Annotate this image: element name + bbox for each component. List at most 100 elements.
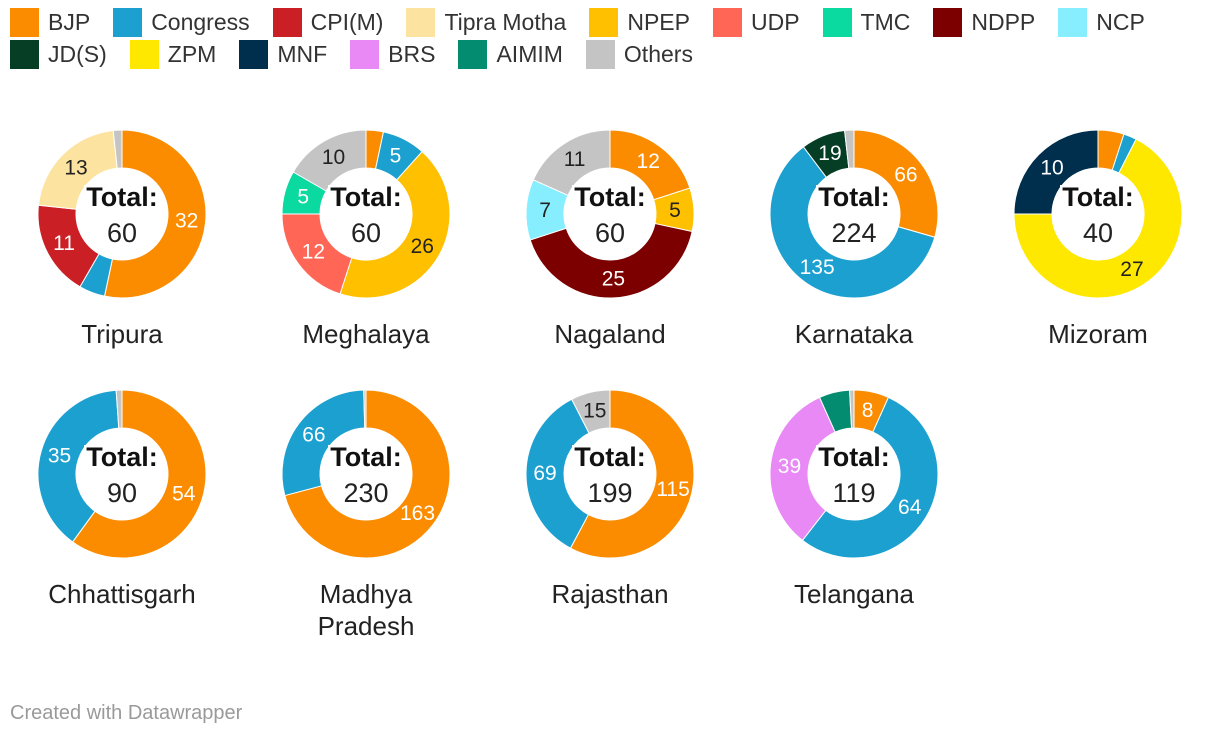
- slice-value-label: 66: [894, 163, 917, 186]
- donut-slice: [284, 389, 451, 559]
- legend-label: Congress: [151, 8, 250, 35]
- state-title: Telangana: [794, 579, 914, 609]
- donut-slice: [532, 129, 611, 196]
- donut-slice: [849, 389, 855, 429]
- total-value: 60: [351, 218, 381, 248]
- legend-label: NDPP: [971, 8, 1036, 35]
- donut-chart: 115 69 15 Total: 199: [525, 389, 695, 559]
- legend-item: UDP: [712, 7, 800, 37]
- legend-label: AIMIM: [496, 40, 563, 67]
- legend-label: NPEP: [627, 8, 690, 35]
- slice-value-label: 13: [64, 157, 87, 180]
- donut-slice: [525, 398, 590, 549]
- legend-swatch: [350, 39, 380, 69]
- legend-item: NPEP: [589, 7, 690, 37]
- total-value: 60: [107, 218, 137, 248]
- slice-value-label: 69: [533, 462, 556, 485]
- state-title: Mizoram: [1048, 319, 1148, 349]
- total-value: 60: [595, 218, 625, 248]
- donut-chart: 5 26 12 5 10 Total: 60: [281, 129, 451, 299]
- state-title: Chhattisgarh: [48, 579, 196, 609]
- legend-swatch: [933, 7, 963, 37]
- credit-text[interactable]: Created with Datawrapper: [10, 702, 243, 724]
- slice-value-label: 5: [669, 199, 681, 222]
- slice-value-label: 19: [818, 142, 841, 165]
- legend-label: TMC: [860, 8, 911, 35]
- slice-value-label: 64: [898, 496, 922, 519]
- legend: BJP Congress CPI(M) Tipra Motha NPEP UDP TMC ND…: [10, 7, 1210, 69]
- slice-value-label: 163: [400, 502, 435, 525]
- slice-value-label: 35: [48, 445, 71, 468]
- legend-item: NCP: [1058, 7, 1145, 37]
- donut-slice: [801, 396, 939, 559]
- total-label: Total:: [818, 442, 889, 472]
- total-label: Total:: [86, 442, 157, 472]
- donut-chart: 12 5 25 7 11 Total: 60: [525, 129, 695, 299]
- slice-value-label: 5: [390, 145, 402, 168]
- donut-slice: [103, 129, 207, 299]
- donut-slice: [363, 389, 367, 429]
- donut-slice: [115, 389, 123, 429]
- donut-slice: [844, 129, 855, 169]
- legend-item: MNF: [239, 39, 328, 69]
- donut-slice: [292, 129, 367, 192]
- state-title: Madhya Pradesh: [317, 579, 415, 641]
- donut-chart: 66 135 19 Total: 224: [769, 129, 939, 299]
- legend-label: NCP: [1096, 8, 1145, 35]
- state-title: Rajasthan: [551, 579, 669, 609]
- donut-chart: 8 64 39 Total: 119: [769, 389, 939, 559]
- slice-value-label: 66: [302, 424, 325, 447]
- legend-item: Tipra Motha: [406, 7, 567, 37]
- slice-value-label: 135: [800, 256, 835, 279]
- legend-item: NDPP: [933, 7, 1036, 37]
- legend-label: Tipra Motha: [444, 8, 567, 35]
- legend-swatch: [406, 7, 436, 37]
- total-label: Total:: [818, 182, 889, 212]
- legend-swatch: [239, 39, 269, 69]
- legend-item: BRS: [350, 39, 436, 69]
- donut-slice: [853, 129, 939, 238]
- legend-swatch: [589, 7, 619, 37]
- donut-slice: [569, 389, 695, 559]
- slice-value-label: 15: [583, 399, 606, 422]
- legend-swatch: [10, 39, 39, 69]
- legend-label: JD(S): [48, 40, 107, 67]
- donut-slice: [571, 389, 611, 434]
- legend-label: BRS: [388, 40, 436, 67]
- legend-swatch: [585, 39, 615, 69]
- donut-slice: [1013, 129, 1099, 215]
- legend-label: UDP: [750, 8, 800, 35]
- slice-value-label: 54: [172, 483, 196, 506]
- legend-label: ZPM: [167, 40, 217, 67]
- total-value: 224: [831, 218, 876, 248]
- legend-item: AIMIM: [458, 39, 563, 69]
- legend-label: BJP: [48, 8, 91, 35]
- total-label: Total:: [574, 442, 645, 472]
- slice-value-label: 115: [656, 478, 689, 501]
- donut-slice: [1013, 138, 1183, 299]
- legend-item: JD(S): [10, 39, 107, 69]
- legend-item: ZPM: [129, 39, 217, 69]
- slice-value-label: 10: [322, 146, 345, 169]
- slice-value-label: 39: [778, 455, 801, 478]
- total-label: Total:: [1062, 182, 1133, 212]
- slice-value-label: 27: [1120, 258, 1143, 281]
- legend-swatch: [129, 39, 159, 69]
- state-title: Nagaland: [554, 319, 666, 349]
- legend-item: Others: [585, 39, 693, 69]
- total-value: 230: [343, 478, 388, 508]
- slice-value-label: 11: [564, 148, 586, 171]
- donut-chart: 54 35 Total: 90: [37, 389, 207, 559]
- slice-value-label: 32: [175, 209, 198, 232]
- total-value: 199: [587, 478, 632, 508]
- legend-label: MNF: [277, 40, 328, 67]
- total-value: 119: [832, 478, 875, 508]
- legend-item: TMC: [822, 7, 911, 37]
- legend-item: CPI(M): [272, 7, 383, 37]
- legend-swatch: [712, 7, 742, 37]
- legend-swatch: [458, 39, 488, 69]
- donut-slice: [112, 129, 123, 169]
- slice-value-label: 12: [302, 241, 325, 264]
